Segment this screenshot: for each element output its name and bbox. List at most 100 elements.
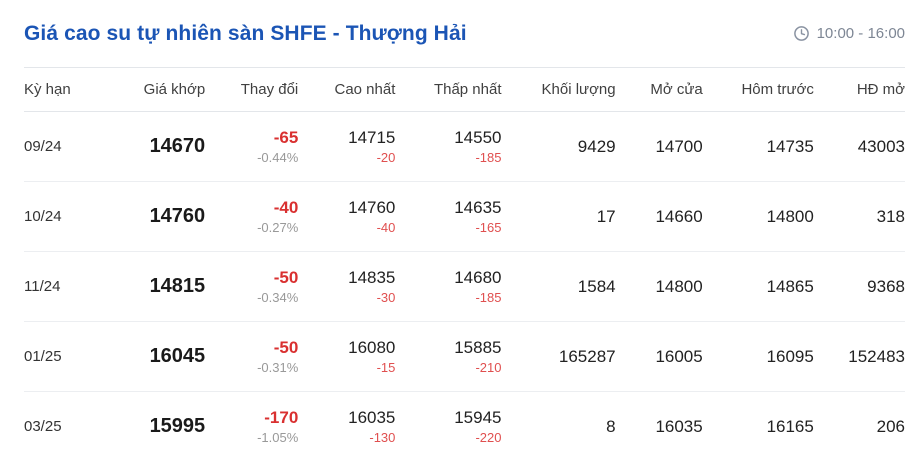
cell-term: 11/24: [24, 278, 61, 295]
low_diff-value: -185: [475, 150, 502, 165]
low_diff-value: -165: [475, 220, 502, 235]
clock-icon: [793, 26, 809, 41]
cell-oi: 152483: [848, 346, 905, 366]
trading-hours-label: 10:00 - 16:00: [816, 25, 905, 42]
change_pct-value: -0.31%: [257, 360, 299, 375]
high_diff-value: -20: [376, 150, 396, 165]
cell-term: 10/24: [24, 208, 62, 225]
change-value: -170: [264, 408, 299, 427]
change_pct-value: -0.27%: [257, 220, 299, 235]
cell-open: 14700: [655, 136, 703, 156]
cell-change: -40 -0.27%: [205, 182, 298, 252]
low-value: 15945: [454, 408, 502, 427]
cell-volume: 1584: [577, 276, 616, 296]
cell-prev: 16095: [766, 346, 814, 366]
column-header-oi: HĐ mở: [856, 81, 905, 98]
cell-change: -50 -0.31%: [205, 322, 298, 392]
cell-oi: 318: [876, 206, 905, 226]
high-value: 14835: [348, 268, 396, 287]
high-value: 14760: [348, 198, 396, 217]
cell-oi: 9368: [867, 276, 905, 296]
cell-open: 16005: [655, 346, 703, 366]
last-price-value: 14815: [149, 275, 206, 297]
cell-high: 14760 -40: [298, 182, 395, 252]
column-header-volume: Khối lượng: [541, 81, 616, 98]
high_diff-value: -130: [369, 430, 396, 445]
cell-low: 14550 -185: [395, 112, 501, 182]
low-value: 15885: [454, 338, 502, 357]
price-table: Kỳ hạn Giá khớp Thay đổi Cao nhất Thấp nhất K…: [24, 67, 905, 457]
low_diff-value: -220: [475, 430, 502, 445]
trading-hours: 10:00 - 16:00: [793, 25, 905, 42]
cell-last: 16045: [110, 322, 206, 392]
cell-low: 14680 -185: [395, 252, 501, 322]
cell-high: 14715 -20: [298, 112, 395, 182]
cell-change: -170 -1.05%: [205, 392, 298, 457]
low-value: 14635: [454, 198, 502, 217]
column-header-term: Kỳ hạn: [24, 81, 71, 98]
column-header-low: Thấp nhất: [433, 81, 502, 98]
cell-high: 16080 -15: [298, 322, 395, 392]
table-row: 01/25 16045 -50 -0.31% 16080 -15 15885 -210 1652…: [24, 322, 905, 392]
table-row: 03/25 15995 -170 -1.05% 16035 -130 15945 -220 8 1…: [24, 392, 905, 457]
cell-prev: 16165: [766, 416, 814, 436]
cell-volume: 17: [596, 206, 616, 226]
high_diff-value: -15: [376, 360, 396, 375]
cell-term: 09/24: [24, 138, 62, 155]
cell-volume: 165287: [558, 346, 616, 366]
change-value: -65: [273, 128, 299, 147]
last-price-value: 15995: [149, 415, 206, 437]
cell-low: 15885 -210: [395, 322, 501, 392]
cell-open: 16035: [655, 416, 703, 436]
cell-last: 14815: [110, 252, 206, 322]
column-header-prev: Hôm trước: [741, 81, 814, 98]
cell-open: 14800: [655, 276, 703, 296]
page-title: Giá cao su tự nhiên sàn SHFE - Thượng Hả…: [24, 21, 467, 45]
last-price-value: 14670: [149, 135, 206, 157]
header-row: Kỳ hạn Giá khớp Thay đổi Cao nhất Thấp nhất K…: [24, 67, 905, 112]
cell-prev: 14800: [766, 206, 814, 226]
table-row: 11/24 14815 -50 -0.34% 14835 -30 14680 -185 1584…: [24, 252, 905, 322]
cell-last: 14670: [110, 112, 206, 182]
cell-term: 03/25: [24, 418, 62, 435]
cell-oi: 43003: [857, 136, 905, 156]
low-value: 14680: [454, 268, 502, 287]
column-header-last: Giá khớp: [143, 81, 206, 98]
cell-high: 14835 -30: [298, 252, 395, 322]
cell-prev: 14865: [766, 276, 814, 296]
cell-change: -50 -0.34%: [205, 252, 298, 322]
change-value: -40: [273, 198, 299, 217]
cell-change: -65 -0.44%: [205, 112, 298, 182]
cell-open: 14660: [655, 206, 703, 226]
high_diff-value: -40: [376, 220, 396, 235]
change_pct-value: -1.05%: [257, 430, 299, 445]
table-row: 10/24 14760 -40 -0.27% 14760 -40 14635 -165 17 14…: [24, 182, 905, 252]
low-value: 14550: [454, 128, 502, 147]
high_diff-value: -30: [376, 290, 396, 305]
cell-volume: 9429: [577, 136, 616, 156]
column-header-high: Cao nhất: [334, 81, 396, 98]
high-value: 16080: [348, 338, 396, 357]
last-price-value: 16045: [149, 345, 206, 367]
cell-low: 15945 -220: [395, 392, 501, 457]
cell-last: 14760: [110, 182, 206, 252]
cell-last: 15995: [110, 392, 206, 457]
change_pct-value: -0.44%: [257, 150, 299, 165]
cell-oi: 206: [876, 416, 905, 436]
column-header-open: Mở cửa: [650, 81, 703, 98]
high-value: 16035: [348, 408, 396, 427]
widget-header: Giá cao su tự nhiên sàn SHFE - Thượng Hả…: [24, 0, 905, 67]
cell-prev: 14735: [766, 136, 814, 156]
low_diff-value: -210: [475, 360, 502, 375]
last-price-value: 14760: [149, 205, 206, 227]
cell-term: 01/25: [24, 348, 62, 365]
high-value: 14715: [348, 128, 396, 147]
change_pct-value: -0.34%: [257, 290, 299, 305]
cell-low: 14635 -165: [395, 182, 501, 252]
change-value: -50: [273, 268, 299, 287]
low_diff-value: -185: [475, 290, 502, 305]
cell-volume: 8: [606, 416, 616, 436]
cell-high: 16035 -130: [298, 392, 395, 457]
change-value: -50: [273, 338, 299, 357]
